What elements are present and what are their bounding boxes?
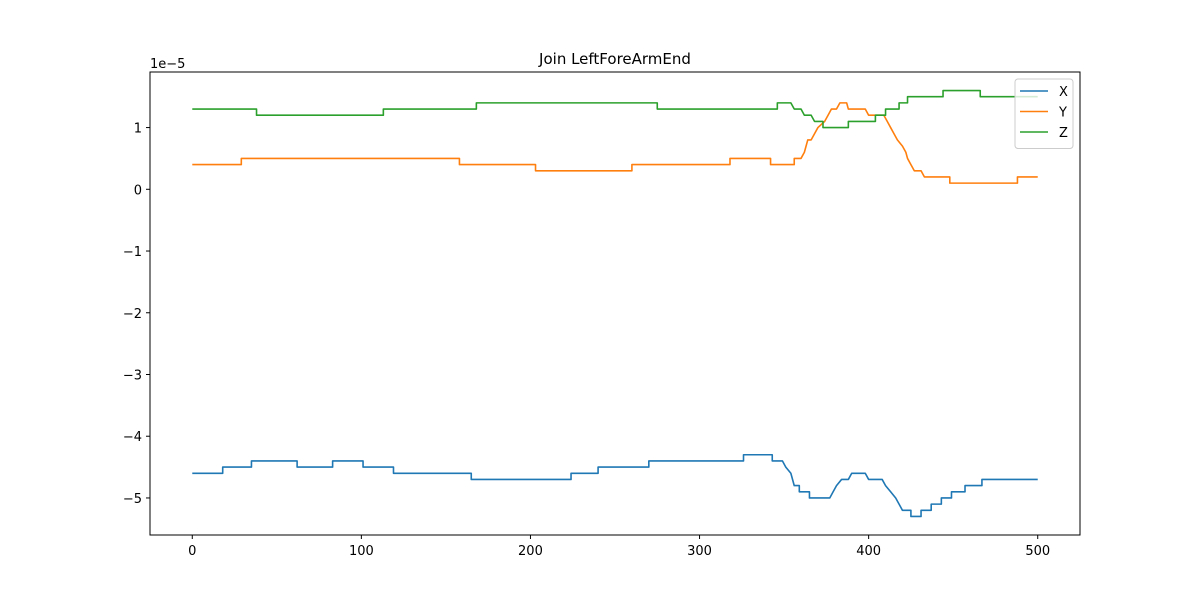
x-tick-label: 0	[188, 544, 196, 559]
y-tick-label: −5	[123, 492, 142, 507]
x-tick-label: 200	[518, 544, 543, 559]
x-tick-label: 300	[687, 544, 712, 559]
legend: XYZ	[1014, 78, 1074, 149]
legend-box	[1014, 78, 1074, 149]
chart-title: Join LeftForeArmEnd	[538, 50, 691, 68]
y-tick-label: −2	[123, 307, 142, 322]
x-tick-label: 100	[349, 544, 374, 559]
series-line-x	[192, 453, 1038, 518]
y-tick-label: 1	[134, 122, 142, 137]
y-offset-label: 1e−5	[150, 57, 185, 72]
x-tick-label: 500	[1025, 544, 1050, 559]
series-line-y	[192, 102, 1038, 184]
y-tick-label: 0	[134, 183, 142, 198]
axes-layer: 0 100 200 300 400 500 −5 −4 −3 −2 −1 0 1	[123, 71, 1081, 559]
plot-background	[150, 72, 1080, 535]
legend-label-x: X	[1059, 85, 1068, 100]
series-line-z	[192, 89, 1038, 129]
legend-label-y: Y	[1058, 106, 1067, 121]
y-tick-label: −4	[123, 430, 142, 445]
plot-area	[150, 72, 1080, 535]
axes-frame	[149, 71, 1081, 536]
series-layer	[192, 89, 1038, 518]
x-tick-label: 400	[856, 544, 881, 559]
legend-label-z: Z	[1059, 126, 1068, 141]
y-tick-label: −3	[123, 368, 142, 383]
y-tick-label: −1	[123, 245, 142, 260]
